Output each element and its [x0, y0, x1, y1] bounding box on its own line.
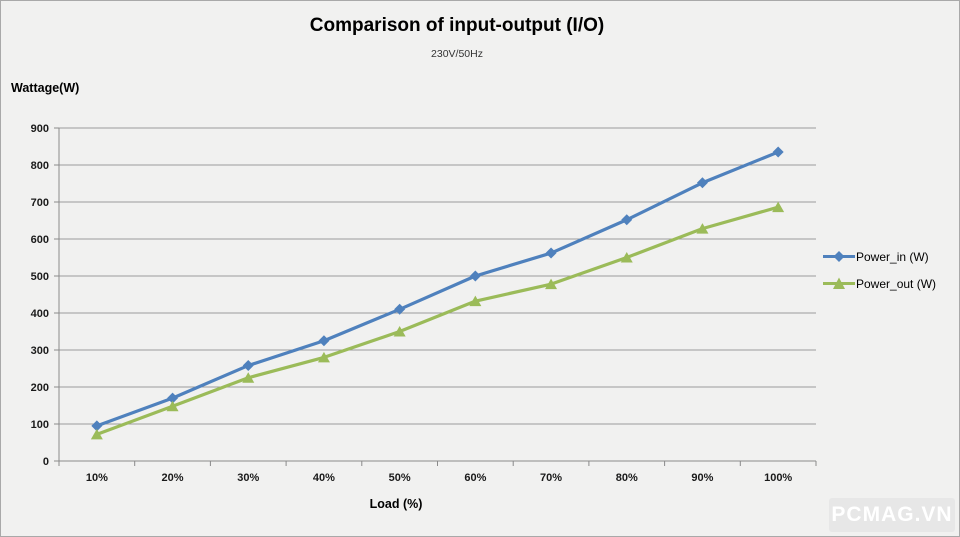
- chart-subtitle: 230V/50Hz: [431, 48, 483, 60]
- legend-label-power-in: Power_in (W): [856, 249, 929, 264]
- data-point-0-40%: [318, 335, 330, 347]
- data-point-1-10%: [90, 428, 103, 440]
- legend-item-power-in: Power_in (W): [823, 243, 936, 270]
- data-point-0-60%: [469, 270, 481, 282]
- ytick-label-0: 0: [43, 456, 49, 468]
- data-point-0-20%: [167, 392, 179, 404]
- data-point-0-90%: [696, 177, 708, 189]
- legend: Power_in (W) Power_out (W): [823, 243, 936, 297]
- ytick-label-700: 700: [31, 197, 49, 209]
- ytick-label-900: 900: [31, 123, 49, 135]
- series-line-1: [95, 205, 780, 436]
- power-out-line-marker-icon: [823, 277, 855, 289]
- data-point-1-80%: [620, 252, 633, 263]
- chart-title: Comparison of input-output (I/O): [309, 15, 605, 36]
- xtick-label-50%: 50%: [389, 472, 411, 484]
- xtick-label-30%: 30%: [237, 472, 259, 484]
- xtick-label-40%: 40%: [313, 472, 335, 484]
- xtick-label-70%: 70%: [540, 472, 562, 484]
- ytick-label-800: 800: [31, 160, 49, 172]
- data-point-0-70%: [545, 247, 557, 259]
- xtick-label-90%: 90%: [691, 472, 713, 484]
- data-point-0-10%: [91, 420, 103, 432]
- ytick-label-300: 300: [31, 345, 49, 357]
- ytick-label-600: 600: [31, 234, 49, 246]
- data-point-1-90%: [696, 223, 709, 234]
- xtick-label-10%: 10%: [86, 472, 108, 484]
- ytick-label-500: 500: [31, 271, 49, 283]
- ytick-label-400: 400: [31, 308, 49, 320]
- data-point-0-50%: [394, 303, 406, 315]
- legend-label-power-out: Power_out (W): [856, 276, 937, 291]
- series-line-0: [95, 150, 780, 428]
- xtick-label-60%: 60%: [464, 472, 486, 484]
- data-point-1-30%: [242, 372, 255, 383]
- ytick-label-200: 200: [31, 382, 49, 394]
- data-point-1-60%: [469, 295, 482, 307]
- data-point-0-30%: [242, 360, 254, 372]
- data-point-1-40%: [317, 351, 330, 363]
- data-point-1-70%: [545, 278, 558, 290]
- y-axis-title: Wattage(W): [11, 81, 80, 95]
- power-out-swatch-triangle: [833, 277, 845, 289]
- xtick-label-80%: 80%: [616, 472, 638, 484]
- power-in-swatch-diamond: [833, 251, 845, 262]
- data-point-1-100%: [772, 201, 785, 213]
- data-point-0-100%: [772, 146, 784, 158]
- x-axis-title: Load (%): [369, 497, 423, 511]
- ytick-label-100: 100: [31, 419, 49, 431]
- xtick-label-100%: 100%: [764, 472, 792, 484]
- watermark: PCMAG.VN: [829, 498, 955, 532]
- legend-item-power-out: Power_out (W): [823, 270, 936, 297]
- data-point-0-80%: [621, 214, 633, 226]
- data-point-1-20%: [166, 400, 179, 412]
- data-point-1-50%: [393, 326, 406, 337]
- power-in-line-marker-icon: [823, 251, 855, 262]
- xtick-label-20%: 20%: [162, 472, 184, 484]
